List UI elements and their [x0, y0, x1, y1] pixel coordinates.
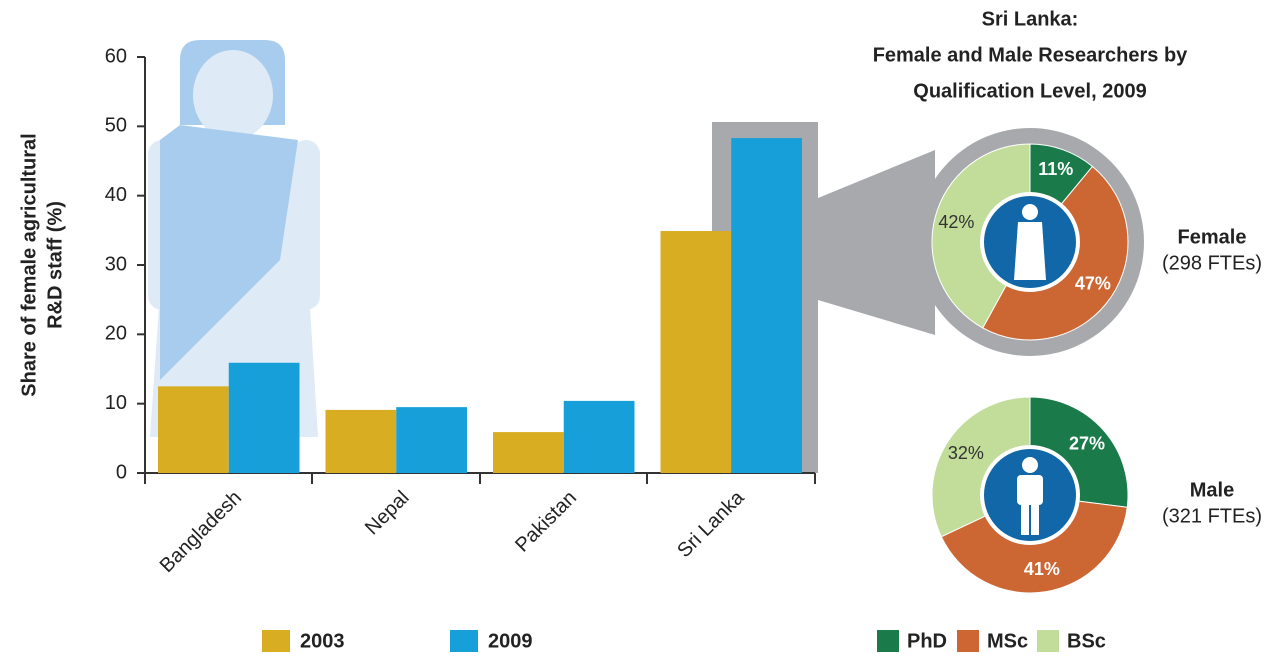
y-tick-label: 50 [105, 115, 127, 137]
pie-series-subtitle: (321 FTEs) [1162, 505, 1262, 527]
pie-title: Qualification Level, 2009 [913, 80, 1146, 102]
bar [396, 407, 467, 473]
pie-value-label: 41% [1024, 559, 1060, 579]
y-tick-label: 0 [116, 461, 127, 483]
bar [660, 231, 732, 473]
pie-value-label: 47% [1075, 273, 1111, 293]
y-axis-label: Share of female agricultural [18, 133, 40, 396]
pie-series-subtitle: (298 FTEs) [1162, 252, 1262, 274]
legend-label: PhD [907, 630, 947, 652]
x-tick-label: Pakistan [511, 487, 581, 557]
sari [160, 125, 298, 380]
legend-swatch [262, 630, 290, 652]
pie-value-label: 27% [1069, 433, 1105, 453]
pie-series-name: Male [1190, 479, 1234, 501]
icon-head [1022, 204, 1038, 220]
pie-value-label: 32% [948, 443, 984, 463]
icon-leg [1031, 503, 1039, 535]
bar [228, 362, 300, 473]
pie-title: Female and Male Researchers by [873, 44, 1188, 66]
pie-title: Sri Lanka: [982, 8, 1079, 30]
icon-body [1017, 475, 1043, 505]
legend-swatch [877, 630, 899, 652]
icon-leg [1021, 503, 1029, 535]
x-tick-label: Nepal [361, 487, 414, 540]
y-tick-label: 20 [105, 323, 127, 345]
legend-swatch [957, 630, 979, 652]
pie-value-label: 42% [938, 212, 974, 232]
bar [325, 409, 397, 473]
bar [158, 386, 229, 473]
face [193, 50, 273, 140]
y-tick-label: 30 [105, 253, 127, 275]
male-icon [1017, 457, 1043, 535]
woman-figure-background [148, 40, 320, 437]
y-axis-label: R&D staff (%) [44, 201, 66, 329]
pie-value-label: 11% [1038, 159, 1073, 179]
y-tick-label: 10 [105, 392, 127, 414]
female-icon [1014, 204, 1046, 280]
legend-swatch [450, 630, 478, 652]
y-tick-label: 40 [105, 184, 127, 206]
x-axis-ticks [144, 473, 816, 484]
bar [493, 432, 564, 473]
legend-swatch [1037, 630, 1059, 652]
x-tick-label: Bangladesh [156, 487, 246, 577]
x-tick-label: Sri Lanka [673, 486, 749, 562]
y-tick-label: 60 [105, 45, 127, 67]
pie-series-name: Female [1178, 226, 1247, 248]
legend-label: BSc [1067, 630, 1106, 652]
icon-body [1014, 222, 1046, 280]
legend-label: 2009 [488, 630, 533, 652]
legend-label: 2003 [300, 630, 345, 652]
bar [563, 400, 635, 473]
legend-label: MSc [987, 630, 1028, 652]
icon-head [1022, 457, 1038, 473]
bar [731, 138, 802, 473]
